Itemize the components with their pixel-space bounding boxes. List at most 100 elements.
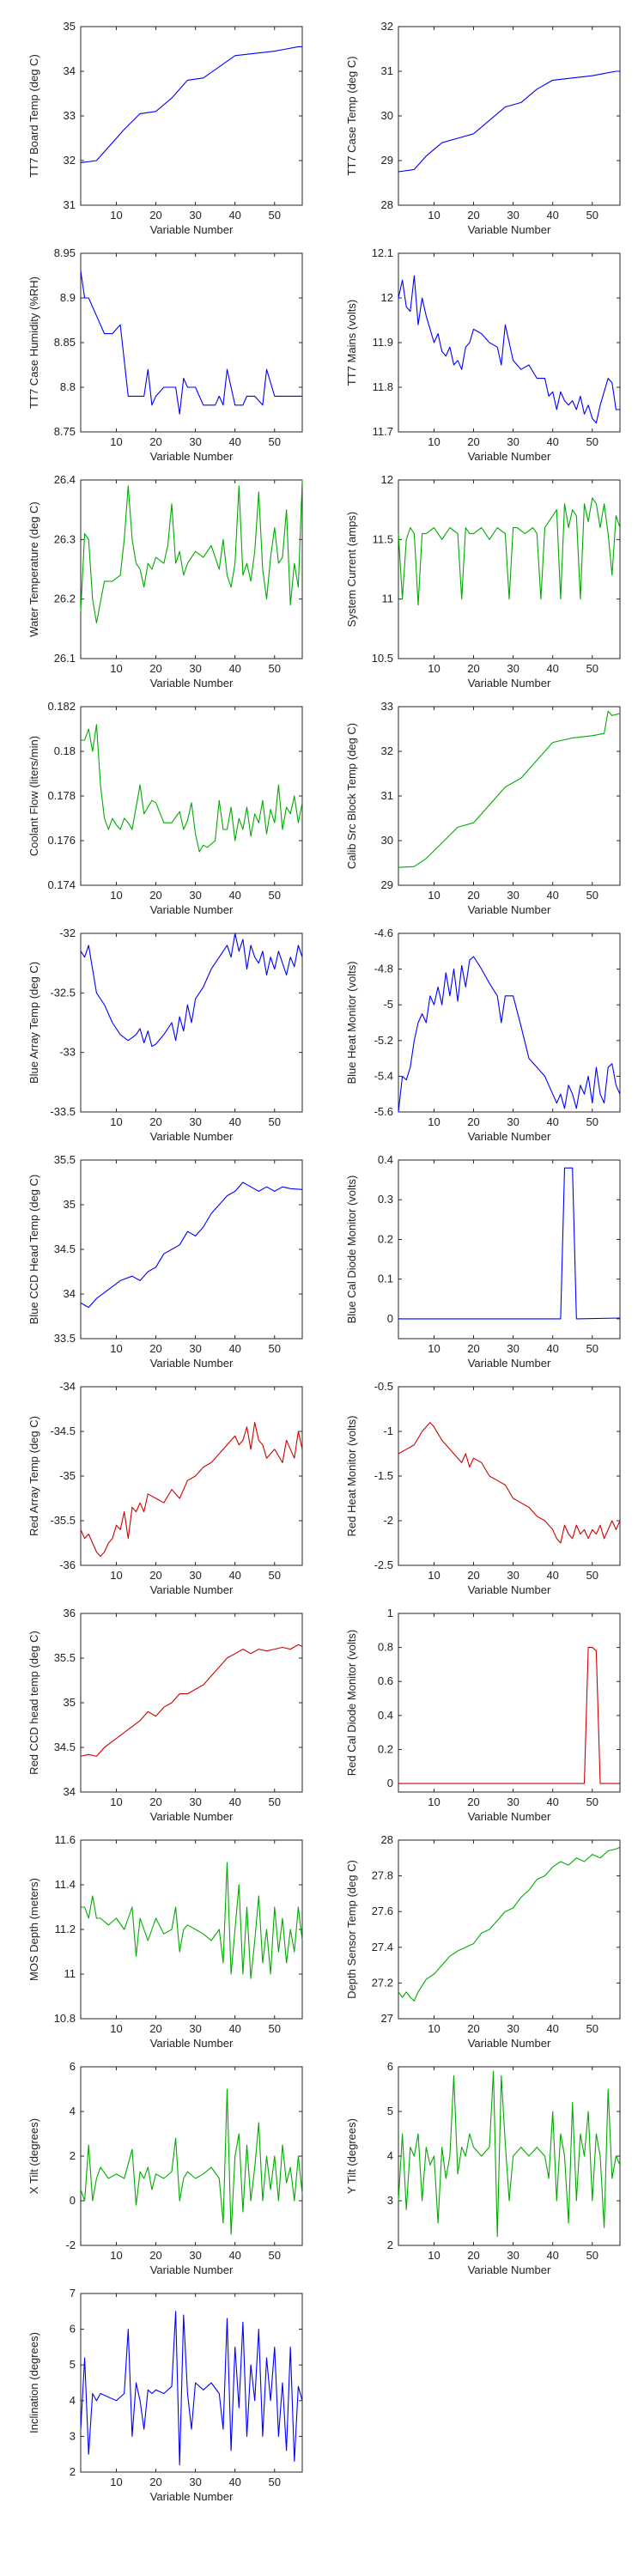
chart-panel-12: 10 20 30 40 50 0 0.1 0.2 0.3 0.4 Variable Number Bl… <box>345 1153 621 1370</box>
plot-frame <box>80 1839 303 2020</box>
x-tick-label: 40 <box>228 209 240 222</box>
y-tick-label: 29 <box>381 878 393 891</box>
x-tick-label: 40 <box>228 1569 240 1582</box>
y-tick-label: 29 <box>381 154 393 167</box>
x-tick-label: 50 <box>269 2249 281 2262</box>
x-tick-label: 20 <box>149 2249 161 2262</box>
y-tick-label: 10.5 <box>372 652 393 665</box>
x-axis-label: Variable Number <box>150 1357 234 1370</box>
chart-panel-5: 10 20 30 40 50 26.1 26.2 26.3 26.4 Variable Numbe… <box>27 473 303 690</box>
x-tick-label: 30 <box>507 2022 519 2035</box>
y-tick-label: -35 <box>59 1469 76 1482</box>
series-line-1 <box>398 2070 621 2238</box>
x-axis-label: Variable Number <box>468 677 551 690</box>
y-tick-label: -0.5 <box>374 1380 393 1393</box>
x-tick-label: 30 <box>507 209 519 222</box>
y-tick-label: 0.4 <box>378 1153 393 1166</box>
y-tick-label: 33 <box>64 109 76 122</box>
x-tick-label: 50 <box>586 1569 598 1582</box>
y-tick-label: 3 <box>70 2429 76 2442</box>
y-tick-label: 10.8 <box>54 2012 76 2025</box>
y-tick-label: 11.4 <box>55 1878 76 1891</box>
x-tick-label: 10 <box>428 1342 440 1355</box>
x-tick-label: 10 <box>110 1569 122 1582</box>
y-tick-label: 7 <box>70 2287 76 2300</box>
y-tick-label: -5.2 <box>374 1034 393 1047</box>
y-tick-label: 0.4 <box>378 1709 393 1722</box>
x-tick-label: 30 <box>189 209 201 222</box>
y-tick-label: 6 <box>387 2060 393 2073</box>
x-tick-label: 50 <box>269 1342 281 1355</box>
y-tick-label: 0.2 <box>378 1232 393 1245</box>
y-tick-label: 33 <box>381 700 393 713</box>
x-axis-label: Variable Number <box>150 1130 234 1143</box>
x-axis-label: Variable Number <box>468 1130 551 1143</box>
y-tick-label: -34 <box>59 1380 76 1393</box>
x-tick-label: 40 <box>546 209 558 222</box>
plot-frame <box>80 252 303 433</box>
y-tick-label: 31 <box>381 64 393 77</box>
y-tick-label: 4 <box>70 2394 76 2407</box>
y-tick-label: -4.8 <box>374 963 393 975</box>
x-tick-label: 40 <box>546 435 558 448</box>
x-tick-label: 30 <box>507 889 519 902</box>
y-axis-label: System Current (amps) <box>345 512 358 627</box>
plot-frame <box>80 706 303 886</box>
x-tick-label: 50 <box>269 2022 281 2035</box>
y-tick-label: 11.8 <box>373 380 393 393</box>
series-line-1 <box>80 1422 303 1558</box>
plot-frame <box>80 26 303 206</box>
y-tick-label: 28 <box>381 1833 393 1846</box>
series-line-1 <box>398 1647 620 1784</box>
x-axis-label: Variable Number <box>150 1583 234 1596</box>
y-tick-label: 35.5 <box>54 1651 76 1664</box>
y-tick-label: 35 <box>64 1198 76 1211</box>
chart-panel-16: 10 20 30 40 50 0 0.2 0.4 0.6 0.8 1 Variable Number R… <box>345 1607 621 1823</box>
plot-frame <box>398 1386 621 1566</box>
y-tick-label: 5 <box>387 2105 393 2117</box>
y-tick-label: 0 <box>70 2194 76 2207</box>
plot-frame <box>80 2293 303 2473</box>
chart-panel-7: 10 20 30 40 50 0.174 0.176 0.178 0.18 0.182 Variab… <box>27 700 303 916</box>
y-tick-label: 27 <box>381 2012 393 2025</box>
x-tick-label: 30 <box>189 1569 201 1582</box>
series-line-1 <box>81 724 303 853</box>
y-tick-label: -1 <box>383 1425 393 1437</box>
series-line-1 <box>398 710 621 868</box>
x-tick-label: 30 <box>189 889 201 902</box>
x-axis-label: Variable Number <box>150 2037 234 2050</box>
y-tick-label: -35.5 <box>50 1514 76 1527</box>
y-tick-label: 26.1 <box>54 652 76 665</box>
y-tick-label: 2 <box>70 2149 76 2162</box>
x-tick-label: 30 <box>507 662 519 675</box>
y-tick-label: 0.176 <box>47 834 76 847</box>
x-tick-label: 30 <box>507 2249 519 2262</box>
x-tick-label: 40 <box>546 1569 558 1582</box>
y-tick-label: 26.3 <box>54 532 76 545</box>
y-tick-label: 8.9 <box>60 291 76 304</box>
plot-frame <box>80 2066 303 2246</box>
series-line-1 <box>80 46 302 164</box>
x-tick-label: 40 <box>228 662 240 675</box>
x-axis-label: Variable Number <box>150 2263 234 2276</box>
x-tick-label: 50 <box>586 662 598 675</box>
y-axis-label: Calib Src Block Temp (deg C) <box>345 723 358 869</box>
y-tick-label: 3 <box>387 2194 393 2207</box>
chart-panel-11: 10 20 30 40 50 33.5 34 34.5 35 35.5 Variable Numbe… <box>27 1153 303 1370</box>
x-tick-label: 50 <box>586 2249 598 2262</box>
y-tick-label: 30 <box>381 834 393 847</box>
series-line-1 <box>398 1167 621 1320</box>
y-tick-label: 1 <box>387 1607 393 1619</box>
chart-panel-18: 10 20 30 40 50 27 27.2 27.4 27.6 27.8 28 Variable N… <box>345 1833 621 2050</box>
y-tick-label: 12 <box>381 291 393 304</box>
x-axis-label: Variable Number <box>150 223 234 236</box>
x-tick-label: 50 <box>586 889 598 902</box>
y-tick-label: 12 <box>381 473 393 486</box>
x-tick-label: 10 <box>428 1795 440 1808</box>
y-tick-label: 11 <box>64 1967 76 1980</box>
plot-frame <box>80 1386 303 1566</box>
x-tick-label: 20 <box>467 1342 479 1355</box>
x-tick-label: 30 <box>507 1342 519 1355</box>
series-line-1 <box>80 2088 303 2235</box>
plot-frame <box>80 1159 303 1340</box>
